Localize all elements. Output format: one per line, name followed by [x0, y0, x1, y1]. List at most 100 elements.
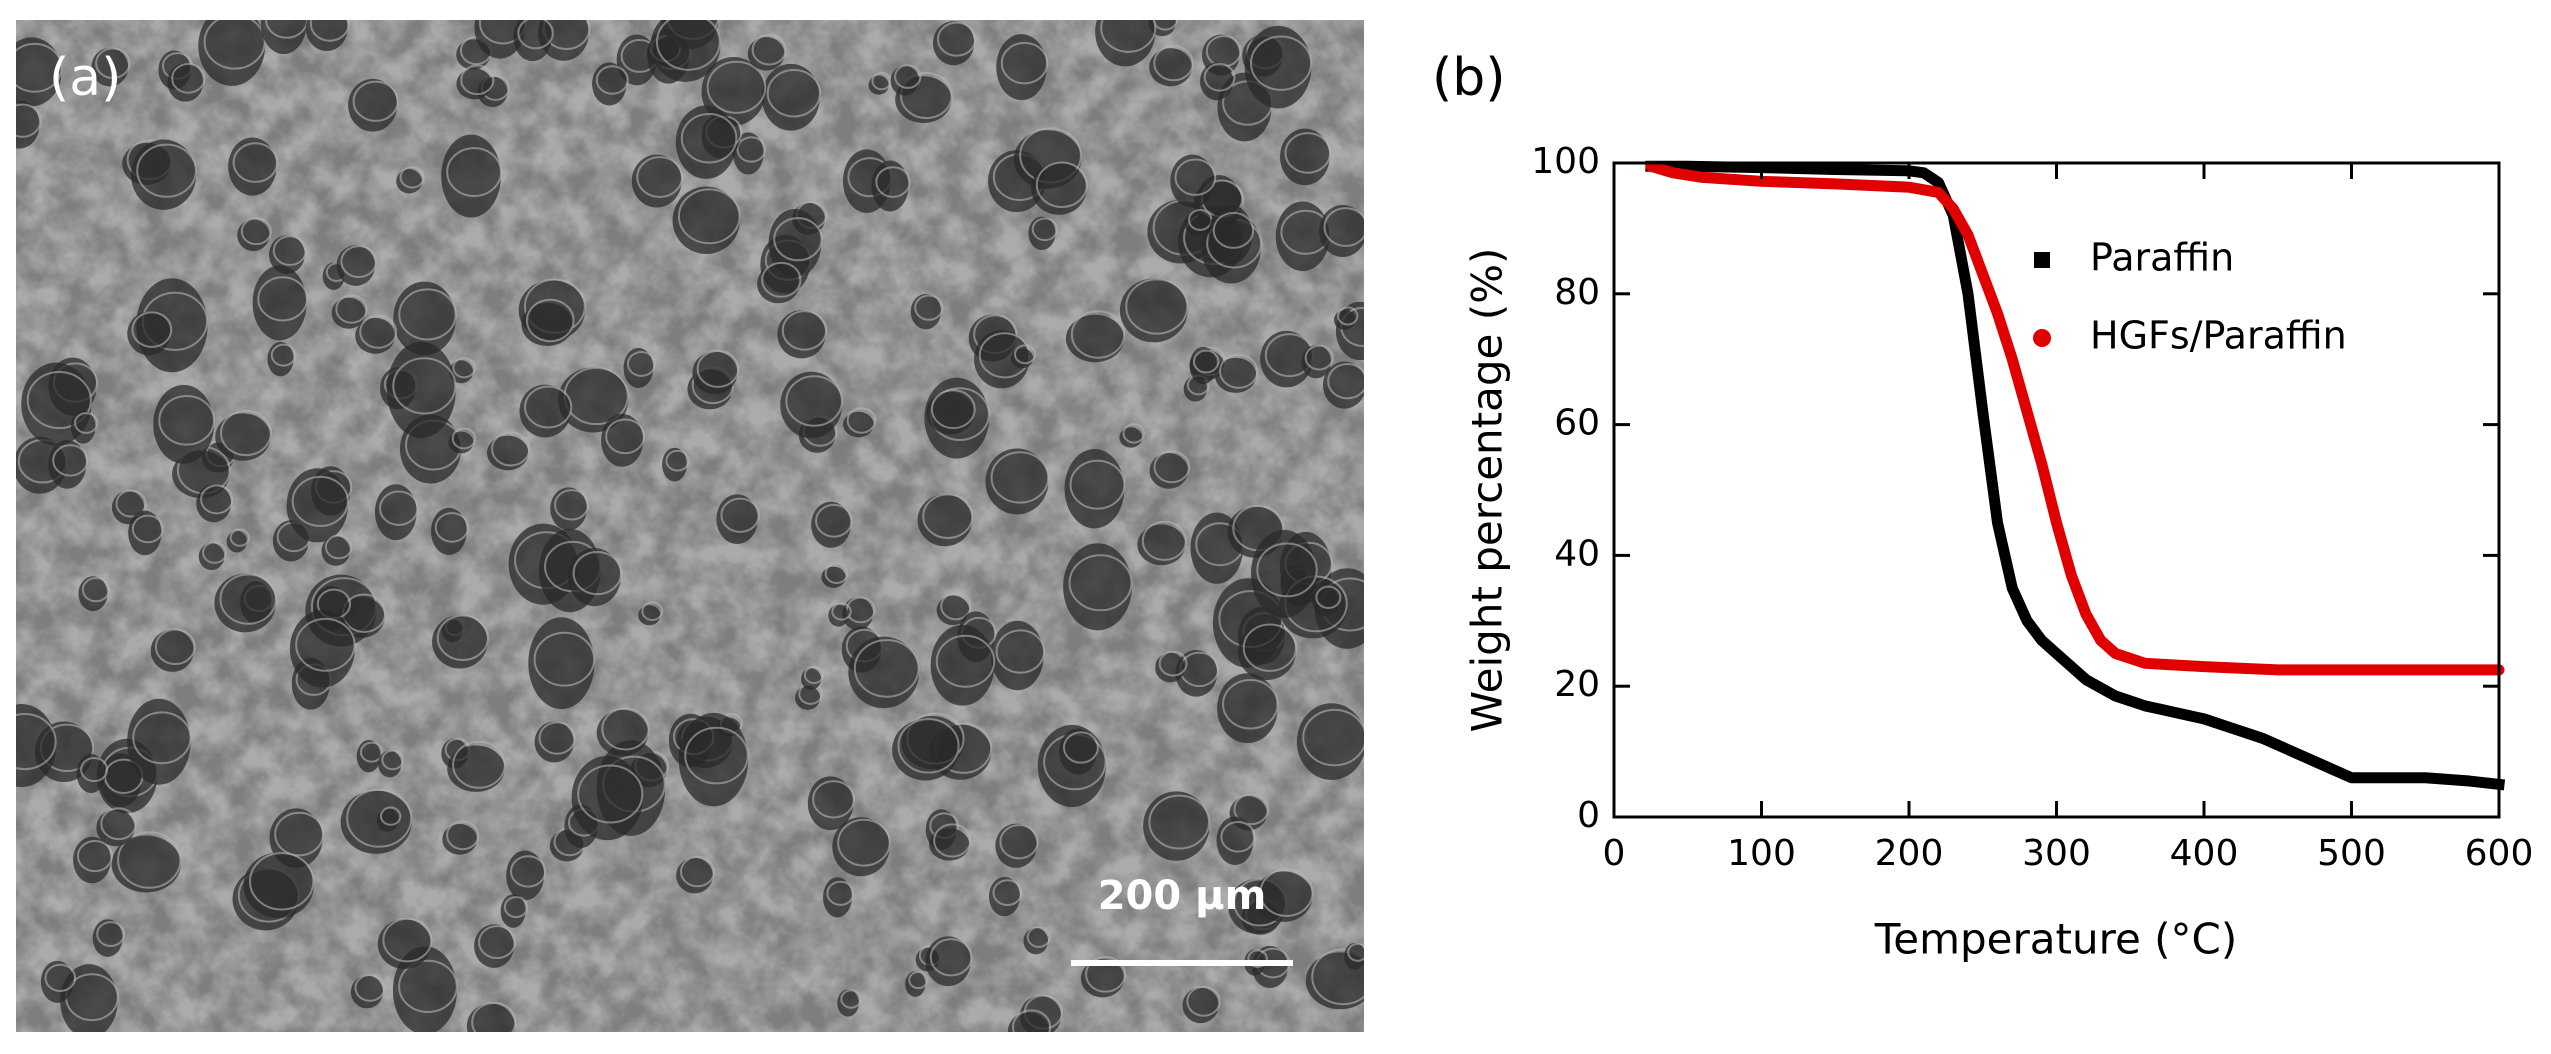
pore-rim: [665, 449, 690, 472]
pore-rim: [220, 409, 272, 457]
pore-rim: [922, 493, 974, 540]
pore: [795, 685, 821, 710]
y-tick-label: 60: [1554, 403, 1600, 444]
pore-rim: [897, 718, 960, 774]
pore: [226, 530, 248, 553]
pore-rim: [379, 490, 419, 526]
pore-rim: [696, 349, 740, 388]
pore-rim: [846, 407, 877, 434]
pore-rim: [785, 375, 844, 427]
pore: [974, 330, 1030, 389]
pore-rim: [1192, 349, 1220, 374]
pore: [892, 719, 959, 781]
pore: [601, 413, 644, 467]
pore-rim: [641, 601, 664, 622]
pore-rim: [131, 311, 173, 348]
pore-rim: [398, 288, 457, 341]
pore-rim: [812, 780, 855, 819]
pore-rim: [270, 343, 297, 367]
legend-marker: [2033, 329, 2051, 347]
pore-rim: [1152, 20, 1179, 31]
pore-rim: [933, 823, 972, 858]
pore: [1063, 543, 1132, 631]
pore: [1064, 448, 1125, 529]
pore: [571, 755, 643, 841]
pore: [130, 139, 197, 210]
pore-rim: [1347, 942, 1364, 962]
pore: [78, 576, 108, 612]
pore-rim: [132, 711, 192, 765]
pore: [821, 566, 846, 588]
pore: [777, 310, 826, 359]
pore: [73, 836, 111, 884]
pore: [386, 341, 456, 438]
pore-rim: [929, 938, 973, 977]
pore: [16, 704, 57, 788]
pore: [1059, 728, 1097, 775]
pore-rim: [684, 726, 749, 785]
pore: [1184, 212, 1210, 236]
pore-rim: [935, 634, 996, 688]
pore: [1023, 927, 1049, 955]
pore-rim: [900, 72, 953, 120]
pore-rim: [471, 1001, 517, 1032]
pore: [286, 468, 348, 543]
pore-rim: [1186, 985, 1221, 1017]
pore-rim: [291, 475, 349, 527]
pore-rim: [52, 444, 89, 477]
pore-rim: [1012, 1009, 1052, 1032]
pore-rim: [1153, 450, 1191, 484]
pore-rim: [1035, 161, 1088, 208]
pore: [1208, 204, 1253, 265]
pore-rim: [1220, 820, 1256, 853]
pore: [868, 75, 889, 95]
pore-rim: [96, 921, 126, 947]
pore-rim: [335, 294, 368, 324]
pore: [1312, 586, 1339, 617]
pore: [376, 808, 399, 832]
pore: [768, 209, 822, 278]
pore-rim: [517, 20, 554, 50]
pore-rim: [1311, 948, 1364, 1006]
pore-rim: [452, 357, 476, 379]
pore: [930, 624, 995, 706]
pore-rim: [436, 614, 489, 662]
pore-rim: [359, 741, 384, 763]
pore-rim: [853, 639, 920, 698]
pore: [340, 790, 412, 854]
pore: [519, 384, 571, 438]
pore: [1250, 529, 1318, 618]
pore-rim: [1256, 542, 1318, 598]
pore-rim: [636, 156, 684, 198]
pore-rim: [736, 136, 767, 163]
legend-label: Paraffin: [2090, 236, 2234, 280]
pore: [228, 137, 277, 196]
panel-label: (b): [1432, 48, 1506, 108]
pore: [466, 1003, 515, 1032]
pore: [638, 605, 661, 626]
pore-rim: [1219, 353, 1259, 389]
pore-rim: [761, 261, 802, 298]
pore-rim: [460, 64, 495, 96]
pore-rim: [219, 573, 277, 625]
pore-rim: [158, 394, 216, 446]
sem-pores: [16, 20, 1364, 1032]
pore-rim: [16, 42, 63, 93]
pore-rim: [1284, 132, 1332, 174]
pore-rim: [76, 839, 113, 873]
pore-rim: [908, 970, 929, 990]
pore: [198, 20, 266, 86]
pore-rim: [1247, 949, 1268, 968]
pore-rim: [930, 389, 976, 430]
pore: [1244, 25, 1312, 109]
pore-rim: [995, 629, 1046, 674]
pore: [1143, 791, 1210, 861]
pore-rim: [1062, 731, 1099, 764]
pore-rim: [605, 418, 646, 455]
pore: [474, 20, 526, 59]
pore-rim: [265, 20, 309, 39]
x-tick-label: 600: [2465, 833, 2534, 874]
data-line: [1645, 160, 2506, 791]
pore: [506, 850, 545, 901]
